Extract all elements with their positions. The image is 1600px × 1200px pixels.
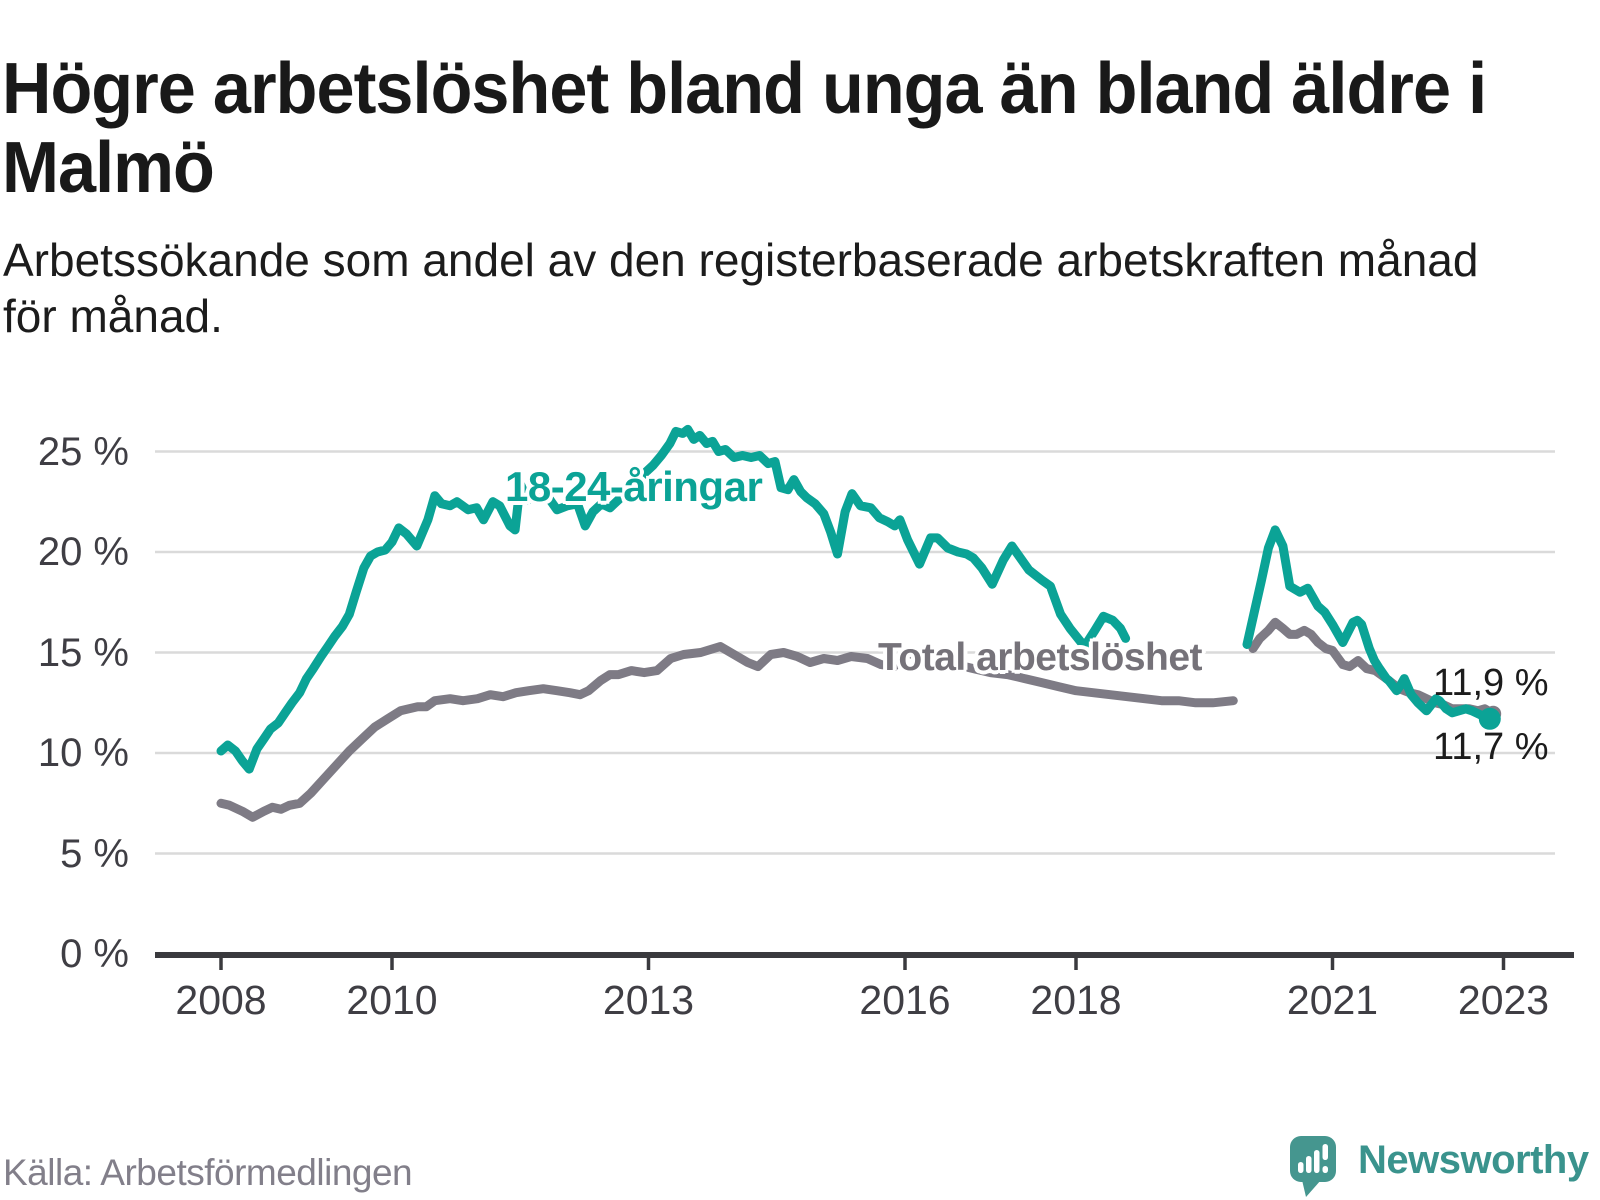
chart-subtitle: Arbetssökande som andel av den registerb… (3, 234, 1479, 342)
chart-title: Högre arbetslöshet bland unga än bland ä… (2, 49, 1487, 209)
y-axis-tick-label: 5 % (60, 831, 129, 876)
y-axis-tick-label: 25 % (37, 429, 129, 474)
y-axis-tick-label: 0 % (60, 932, 129, 976)
newsworthy-wordmark: Newsworthy (1358, 1138, 1589, 1182)
x-axis-tick-label: 2013 (602, 977, 695, 1023)
y-axis-tick-label: 15 % (37, 630, 129, 675)
y-axis-tick-label: 20 % (37, 530, 129, 574)
x-axis-tick-label: 2018 (1030, 977, 1122, 1023)
y-axis-tick-label: 10 % (37, 731, 129, 775)
end-value-label-youth: 11,7 % (1433, 726, 1549, 768)
series-label-total: Total arbetslöshet (878, 636, 1203, 679)
series-end-dot (1485, 705, 1502, 722)
x-axis-tick-label: 2016 (859, 977, 951, 1023)
x-axis-tick-label: 2010 (346, 977, 438, 1023)
x-axis-tick-label: 2008 (175, 977, 267, 1023)
end-value-label-total: 11,9 % (1433, 662, 1549, 704)
newsworthy-bars-speech-bubble-icon (1290, 1136, 1336, 1197)
newsworthy-logo: Newsworthy (1290, 1136, 1589, 1198)
x-axis-tick-label: 2021 (1286, 977, 1379, 1023)
series-label-youth: 18-24-åringar (505, 463, 763, 510)
source-note: Källa: Arbetsförmedlingen (3, 1152, 413, 1193)
x-axis-tick-label: 2023 (1457, 977, 1550, 1023)
